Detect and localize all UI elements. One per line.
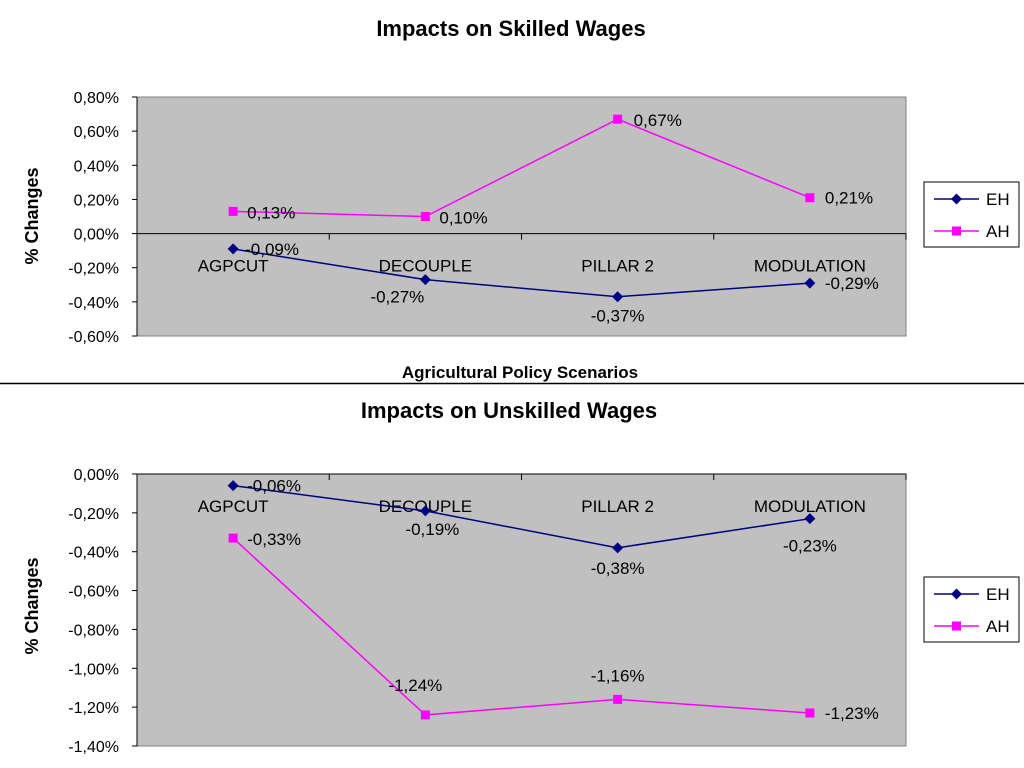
legend-box (923, 181, 1020, 248)
y-tick-label: -0,60% (68, 584, 119, 601)
y-tick-label: -0,20% (68, 261, 119, 278)
axis-lines (136, 473, 907, 746)
data-point-ah (613, 694, 623, 704)
category-label: DECOUPLE (379, 257, 473, 276)
y-tick-label: -0,20% (68, 506, 119, 523)
y-axis-title: % Changes (22, 167, 42, 264)
data-label-ah: -0,33% (247, 530, 301, 549)
data-label-ah: 0,67% (634, 111, 682, 130)
category-label: AGPCUT (198, 257, 269, 276)
y-tick-label: -1,00% (68, 661, 119, 678)
y-tick-label: -0,40% (68, 295, 119, 312)
legend-eh-marker (951, 588, 962, 600)
data-point-ah (805, 708, 815, 718)
legend-ah-label: AH (986, 222, 1010, 241)
data-point-eh (227, 480, 239, 492)
series-line-ah (232, 537, 810, 716)
y-tick-label: 0,20% (74, 192, 119, 209)
data-label-eh: -0,37% (591, 307, 645, 326)
data-label-ah: -1,23% (825, 704, 879, 723)
y-axis: 0,00% -0,20% -0,40% -0,60% -0,80% -1,00% -1,20… (68, 467, 137, 756)
series-line-eh (233, 484, 810, 549)
y-tick-label: 0,80% (74, 90, 119, 107)
data-point-ah (420, 710, 430, 720)
category-label: PILLAR 2 (581, 497, 654, 516)
data-label-eh: -0,29% (825, 274, 879, 293)
legend-ah-marker (952, 226, 961, 236)
legend-box (923, 576, 1020, 643)
y-tick-label: -0,80% (68, 622, 119, 639)
data-label-eh: -0,06% (247, 477, 301, 496)
legend-ah-marker (952, 621, 961, 631)
data-point-ah (420, 212, 430, 221)
data-labels: -0,06% -0,19% -0,38% -0,23% -0,33% -1,24% -1,1… (247, 477, 879, 723)
data-point-eh (227, 243, 239, 255)
axis-lines (136, 97, 907, 336)
data-label-ah: 0,10% (439, 209, 487, 228)
data-point-eh (419, 274, 431, 286)
y-tick-label: -1,40% (68, 739, 119, 756)
data-label-eh: -0,19% (405, 520, 459, 539)
y-tick-label: -0,40% (68, 545, 119, 562)
legend-ah-label: AH (986, 617, 1010, 636)
y-tick-label: -0,60% (68, 329, 119, 346)
y-tick-label: 0,60% (74, 124, 119, 141)
legend-eh-marker (951, 193, 962, 205)
series-layer (227, 480, 816, 720)
legend: EH AH (923, 576, 1020, 643)
plot-area (136, 473, 907, 747)
legend: EH AH (923, 181, 1020, 248)
data-labels: -0,09% -0,27% -0,37% -0,29% 0,13% 0,10% 0,67% 0… (245, 111, 879, 326)
data-point-eh (612, 542, 624, 554)
y-tick-label: 0,00% (74, 227, 119, 244)
data-point-ah (805, 193, 815, 203)
category-label: MODULATION (754, 497, 866, 516)
chart-title: Impacts on Unskilled Wages (361, 398, 657, 423)
data-label-eh: -0,23% (783, 537, 837, 556)
y-tick-label: -1,20% (68, 700, 119, 717)
series-layer (227, 114, 816, 303)
unskilled-wages-chart: Impacts on Unskilled Wages 0,00% -0,20% -0… (22, 398, 1020, 756)
data-point-eh (804, 277, 816, 289)
y-tick-label: 0,40% (74, 158, 119, 175)
data-point-ah (613, 114, 623, 124)
skilled-wages-chart: Impacts on Skilled Wages 0,80% 0,60% 0,40%… (22, 16, 1020, 382)
series-line-eh (233, 248, 810, 298)
data-point-ah (228, 533, 238, 543)
data-label-ah: 0,13% (247, 203, 295, 222)
data-point-eh (804, 513, 816, 525)
chart-title: Impacts on Skilled Wages (376, 16, 645, 41)
data-point-eh (612, 291, 624, 303)
data-label-ah: 0,21% (825, 189, 873, 208)
category-label: PILLAR 2 (581, 257, 654, 276)
series-line-ah (233, 118, 811, 218)
data-label-eh: -0,38% (591, 559, 645, 578)
data-label-ah: -1,24% (388, 676, 442, 695)
legend-eh-label: EH (986, 585, 1010, 604)
data-point-eh (419, 505, 431, 517)
plot-area (136, 96, 907, 337)
data-label-eh: -0,27% (370, 288, 424, 307)
x-axis-title: Agricultural Policy Scenarios (402, 363, 638, 382)
legend-eh-label: EH (986, 190, 1010, 209)
data-point-ah (228, 206, 238, 216)
y-axis: 0,80% 0,60% 0,40% 0,20% 0,00% -0,20% -0,40% -0,… (68, 90, 137, 346)
y-tick-label: 0,00% (74, 467, 119, 484)
y-axis-title: % Changes (22, 557, 42, 654)
category-label: MODULATION (754, 257, 866, 276)
category-labels: AGPCUT DECOUPLE PILLAR 2 MODULATION (198, 257, 866, 276)
category-label: AGPCUT (198, 497, 269, 516)
data-label-ah: -1,16% (591, 666, 645, 685)
data-label-eh: -0,09% (245, 240, 299, 259)
